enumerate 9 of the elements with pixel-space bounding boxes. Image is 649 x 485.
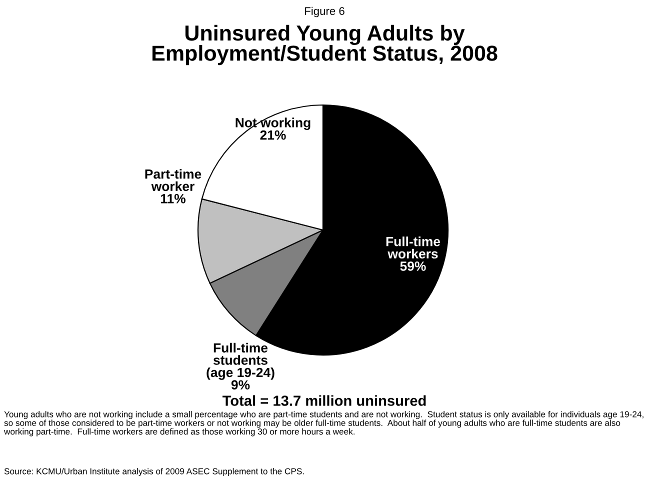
chart-title: Uninsured Young Adults by Employment/Student Status, 2008	[152, 24, 498, 66]
slice-label: Full-time workers 59%	[386, 236, 440, 271]
slice-label: Full-time students (age 19-24) 9%	[206, 342, 274, 390]
chart-subtitle: Figure 6	[305, 6, 344, 18]
slice-label: Part-time worker 11%	[145, 169, 202, 204]
source-note: Source: KCMU/Urban Institute analysis of 2009 ASEC Supplement to the CPS.	[4, 468, 304, 476]
text: Young adults who are not working include a small percentage who are part-time students and are not working. Student status is only available for individuals age 19-24, so some of those considered to be part-time workers or not working may be older full-time students. About half of young adults who are full-time students are also working part-time. Full-time workers are defined as those working 30 or more hours a week.	[4, 411, 644, 436]
text: Total = 13.7 million uninsured	[222, 395, 426, 406]
slice-label: Not working 21%	[236, 118, 310, 140]
